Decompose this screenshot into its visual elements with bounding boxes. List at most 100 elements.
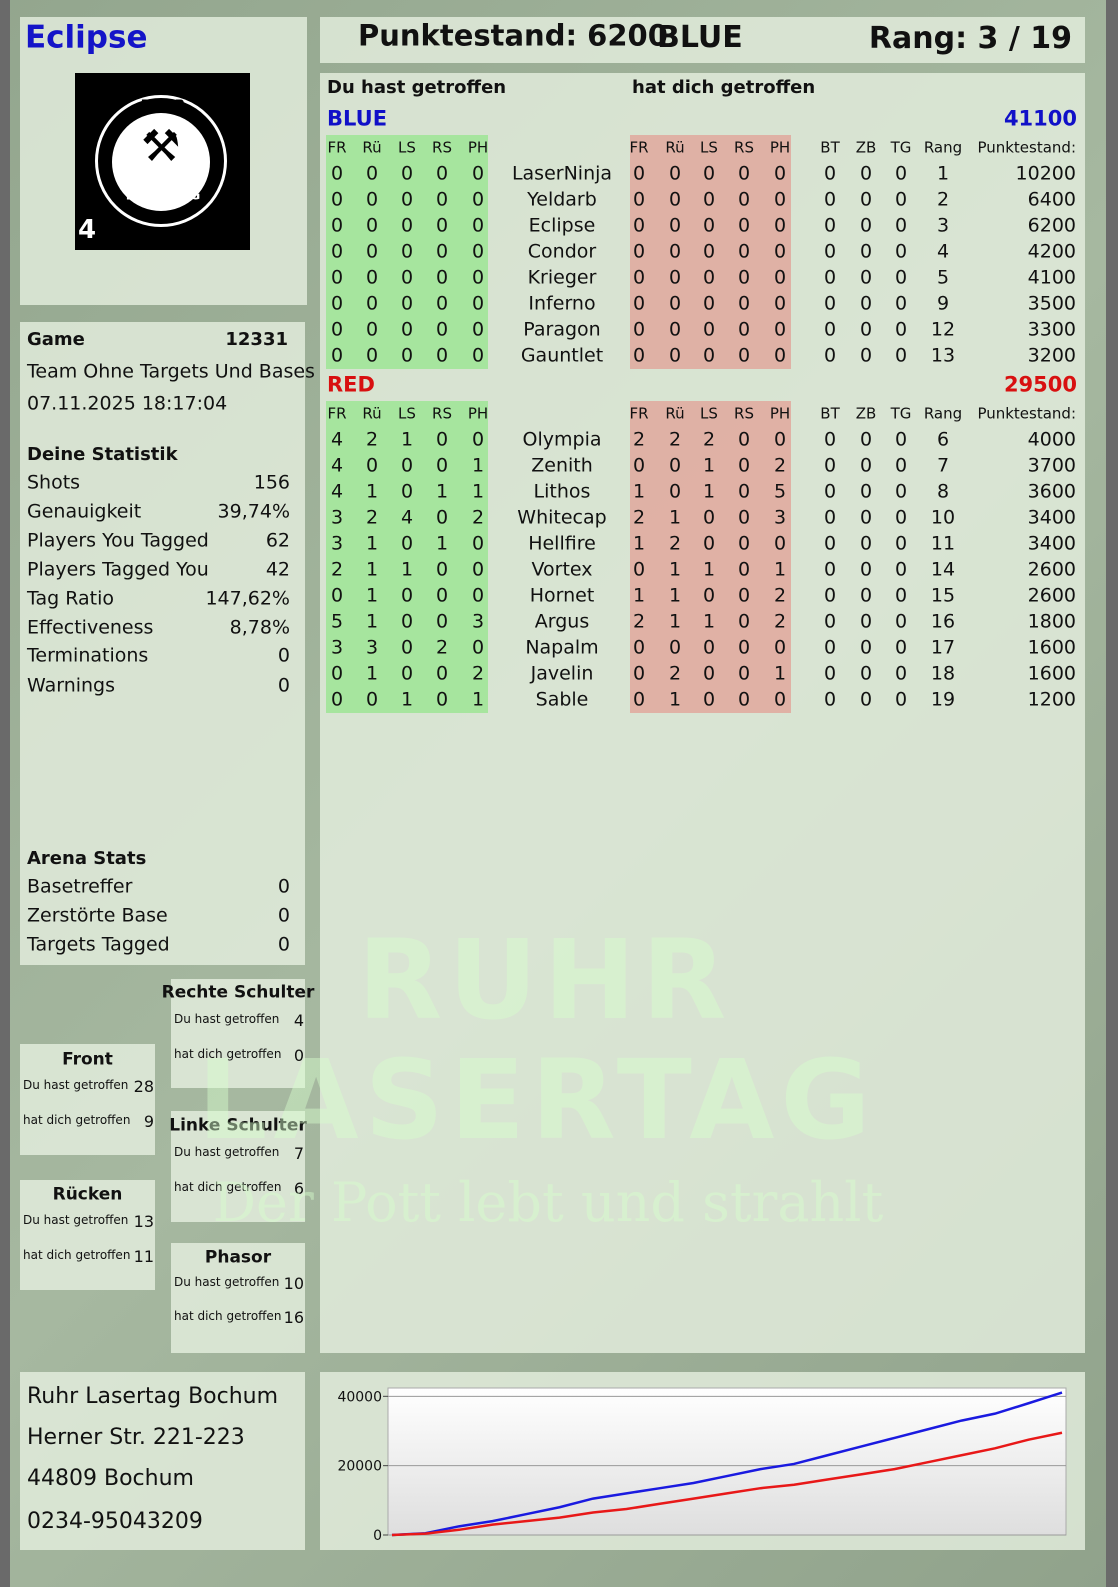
cell: 2	[668, 662, 682, 685]
column-header: BT	[820, 404, 840, 423]
cell: 0	[435, 584, 449, 607]
column-header: Rü	[362, 404, 382, 423]
column-header: FR	[327, 404, 347, 423]
cell: 0	[773, 636, 787, 659]
cell: 0	[471, 558, 485, 581]
value: 4	[293, 1011, 304, 1030]
cell: 0	[894, 214, 908, 237]
cell: 0	[702, 344, 716, 367]
cell: 3	[936, 214, 950, 237]
label: Du hast getroffen	[23, 1078, 129, 1092]
cell: 0	[859, 636, 873, 659]
cell: 5	[330, 610, 344, 633]
cell: 0	[702, 162, 716, 185]
cell: 1	[365, 584, 379, 607]
cell: 0	[702, 214, 716, 237]
cell: 0	[632, 318, 646, 341]
cell: 0	[859, 558, 873, 581]
column-header: PH	[769, 138, 791, 157]
y-tick-label: 0	[373, 1528, 382, 1544]
cell: 0	[668, 266, 682, 289]
column-header: RS	[432, 404, 452, 423]
cell: 1	[668, 506, 682, 529]
cell: 0	[859, 188, 873, 211]
cell: 0	[894, 292, 908, 315]
cell: 0	[471, 214, 485, 237]
chart: 0 20000 40000	[337, 1387, 1067, 1544]
cell: 0	[435, 292, 449, 315]
logo-hammers: ⚒	[141, 121, 181, 172]
cell: 0	[702, 506, 716, 529]
cell: 0	[365, 162, 379, 185]
value: 0	[277, 933, 290, 956]
cell: 0	[773, 688, 787, 711]
cell: 4	[330, 454, 344, 477]
cell: 0	[823, 344, 837, 367]
cell: 1	[668, 558, 682, 581]
cell: 2	[632, 610, 646, 633]
cell: 16	[930, 610, 956, 633]
cell: 0	[330, 688, 344, 711]
cell: 0	[702, 318, 716, 341]
cell: 0	[435, 214, 449, 237]
cell: 6	[936, 428, 950, 451]
player-cell: Lithos	[533, 480, 591, 503]
cell: 1	[702, 480, 716, 503]
cell: 0	[668, 240, 682, 263]
cell: 0	[400, 188, 414, 211]
cell: 1	[632, 480, 646, 503]
cell: 0	[365, 344, 379, 367]
cell: 1	[365, 558, 379, 581]
cell: 1	[400, 558, 414, 581]
cell: 4	[400, 506, 414, 529]
header-band	[320, 17, 1085, 63]
cell: 0	[365, 688, 379, 711]
cell: 0	[737, 610, 751, 633]
zone-box	[171, 979, 305, 1088]
cell: 0	[400, 318, 414, 341]
cell: 0	[894, 428, 908, 451]
zone-box	[171, 1243, 305, 1353]
cell: 0	[702, 636, 716, 659]
cell: 5	[773, 480, 787, 503]
cell: 2	[330, 558, 344, 581]
cell: 0	[859, 480, 873, 503]
cell: 18	[930, 662, 956, 685]
cell: 0	[632, 188, 646, 211]
label: hat dich getroffen	[23, 1113, 131, 1127]
cell: 0	[894, 162, 908, 185]
cell: 15	[930, 584, 956, 607]
cell: 0	[859, 214, 873, 237]
score-cell: 3300	[1027, 318, 1076, 341]
cell: 1	[365, 610, 379, 633]
cell: 0	[400, 584, 414, 607]
cell: 0	[823, 506, 837, 529]
column-header: ZB	[855, 404, 877, 423]
cell: 2	[773, 584, 787, 607]
cell: 0	[737, 188, 751, 211]
cell: 0	[737, 454, 751, 477]
cell: 0	[823, 480, 837, 503]
cell: 0	[400, 214, 414, 237]
cell: 0	[894, 610, 908, 633]
label: Du hast getroffen	[174, 1275, 280, 1289]
label: Players You Tagged	[27, 529, 209, 552]
cell: 0	[702, 292, 716, 315]
score-cell: 2600	[1027, 558, 1076, 581]
cell: 3	[330, 636, 344, 659]
hit-cells	[326, 135, 488, 369]
cell: 0	[737, 480, 751, 503]
cell: 0	[737, 162, 751, 185]
cell: 0	[435, 454, 449, 477]
cell: 0	[894, 480, 908, 503]
player-cell: Sable	[535, 688, 589, 711]
cell: 1	[365, 662, 379, 685]
column-header: RS	[432, 138, 452, 157]
cell: 0	[330, 584, 344, 607]
column-header: TG	[890, 138, 912, 157]
value: 10	[283, 1274, 304, 1293]
value: 156	[253, 471, 290, 494]
value: 0	[293, 1046, 304, 1065]
cell: 0	[668, 454, 682, 477]
label: Genauigkeit	[27, 500, 142, 523]
